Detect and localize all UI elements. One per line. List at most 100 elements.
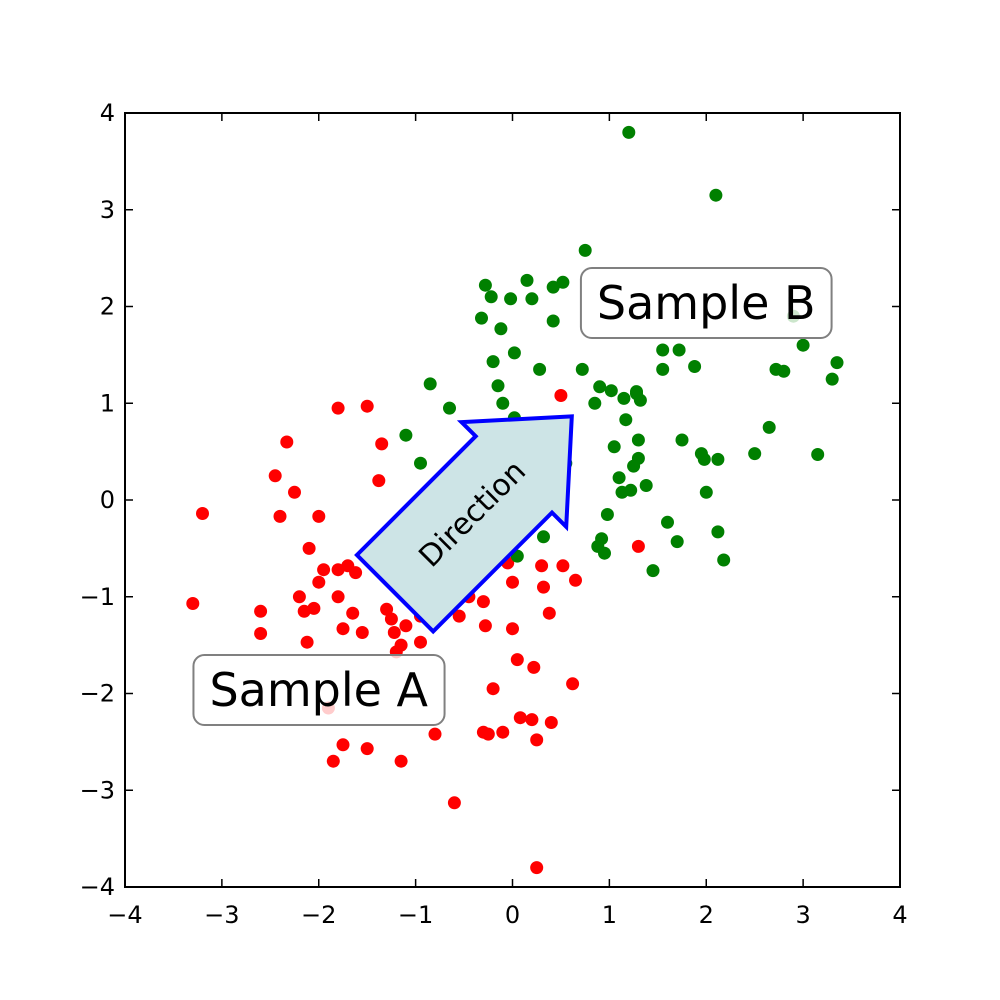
- x-tick-label: −2: [301, 901, 336, 929]
- x-tick-label: −3: [204, 901, 239, 929]
- data-point: [546, 280, 560, 294]
- data-point: [475, 311, 488, 325]
- data-point: [504, 292, 518, 306]
- data-point: [292, 590, 306, 604]
- y-tick-label: 0: [100, 486, 115, 514]
- data-point: [646, 564, 660, 578]
- data-point: [670, 535, 684, 549]
- data-point: [300, 635, 314, 649]
- y-tick-label: 2: [100, 293, 115, 321]
- data-point: [607, 440, 621, 454]
- data-point: [506, 575, 519, 589]
- data-point: [346, 606, 360, 620]
- data-point: [254, 604, 268, 618]
- data-point: [533, 362, 547, 376]
- x-tick-label: 1: [602, 901, 617, 929]
- data-point: [494, 322, 508, 336]
- y-tick-label: −3: [80, 776, 115, 804]
- data-point: [578, 243, 592, 257]
- data-point: [447, 796, 461, 810]
- data-point: [288, 485, 301, 499]
- data-point: [380, 602, 394, 616]
- data-point: [331, 590, 345, 604]
- data-point: [484, 290, 498, 304]
- data-point: [639, 479, 653, 492]
- x-tick-label: −4: [107, 901, 142, 929]
- data-point: [530, 733, 544, 747]
- data-point: [598, 546, 611, 560]
- sample-a-annotation: Sample A: [192, 654, 446, 726]
- data-point: [481, 727, 495, 741]
- data-point: [697, 452, 711, 466]
- data-point: [661, 515, 674, 529]
- data-point: [507, 346, 521, 360]
- data-point: [399, 428, 413, 442]
- data-point: [830, 356, 844, 370]
- data-point: [394, 754, 408, 768]
- data-point: [566, 677, 580, 691]
- data-point: [360, 399, 374, 413]
- y-tick-label: −4: [80, 873, 115, 901]
- data-point: [307, 601, 321, 615]
- data-point: [302, 541, 316, 555]
- data-point: [631, 451, 645, 465]
- data-point: [624, 483, 638, 497]
- data-point: [612, 471, 626, 485]
- sample-a-label: Sample A: [209, 663, 428, 717]
- data-point: [443, 401, 456, 415]
- data-point: [273, 509, 287, 523]
- data-point: [711, 452, 725, 466]
- data-point: [537, 580, 550, 594]
- data-point: [525, 292, 539, 306]
- data-point: [513, 711, 527, 725]
- data-point: [355, 626, 369, 639]
- data-point: [486, 355, 500, 369]
- direction-arrow-shape: [354, 414, 574, 635]
- data-point: [617, 391, 631, 405]
- data-point: [699, 485, 713, 499]
- data-point: [520, 273, 534, 287]
- data-point: [688, 360, 702, 373]
- data-point: [537, 530, 550, 544]
- data-point: [556, 559, 570, 573]
- data-point: [709, 188, 723, 202]
- data-point: [326, 754, 340, 768]
- data-point: [196, 507, 209, 520]
- data-point: [186, 597, 200, 610]
- data-point: [711, 525, 725, 539]
- data-point: [593, 380, 607, 394]
- data-point: [387, 626, 401, 639]
- data-point: [312, 575, 326, 589]
- data-point: [414, 456, 427, 470]
- data-point: [656, 362, 670, 376]
- data-point: [542, 606, 556, 620]
- x-tick-label: 0: [505, 901, 520, 929]
- data-point: [394, 638, 408, 652]
- data-point: [268, 469, 282, 483]
- data-point: [375, 437, 389, 451]
- data-point: [510, 653, 524, 667]
- y-tick-label: 4: [100, 99, 115, 127]
- sample-b-label: Sample B: [597, 276, 816, 330]
- data-point: [280, 435, 294, 449]
- data-point: [478, 278, 492, 292]
- data-point: [672, 343, 686, 357]
- data-point: [604, 384, 618, 398]
- y-tick-label: −2: [80, 680, 115, 708]
- y-tick-label: 1: [100, 389, 115, 417]
- data-point: [556, 275, 570, 289]
- data-point: [762, 420, 776, 434]
- data-point: [349, 566, 363, 580]
- data-point: [796, 338, 810, 352]
- data-point: [527, 660, 541, 674]
- x-tick-label: −1: [398, 901, 433, 929]
- data-point: [360, 742, 374, 756]
- data-point: [569, 573, 582, 587]
- axis-tick-labels: −4 −3 −2 −1 0 1 2 3 4 −4 −3 −2 −1 0 1 2 3 4: [80, 99, 908, 929]
- direction-arrow: Direction: [354, 414, 574, 635]
- data-point: [622, 125, 636, 139]
- y-tick-label: −1: [80, 583, 115, 611]
- data-point: [336, 622, 350, 636]
- data-point: [631, 433, 645, 447]
- data-point: [748, 447, 762, 461]
